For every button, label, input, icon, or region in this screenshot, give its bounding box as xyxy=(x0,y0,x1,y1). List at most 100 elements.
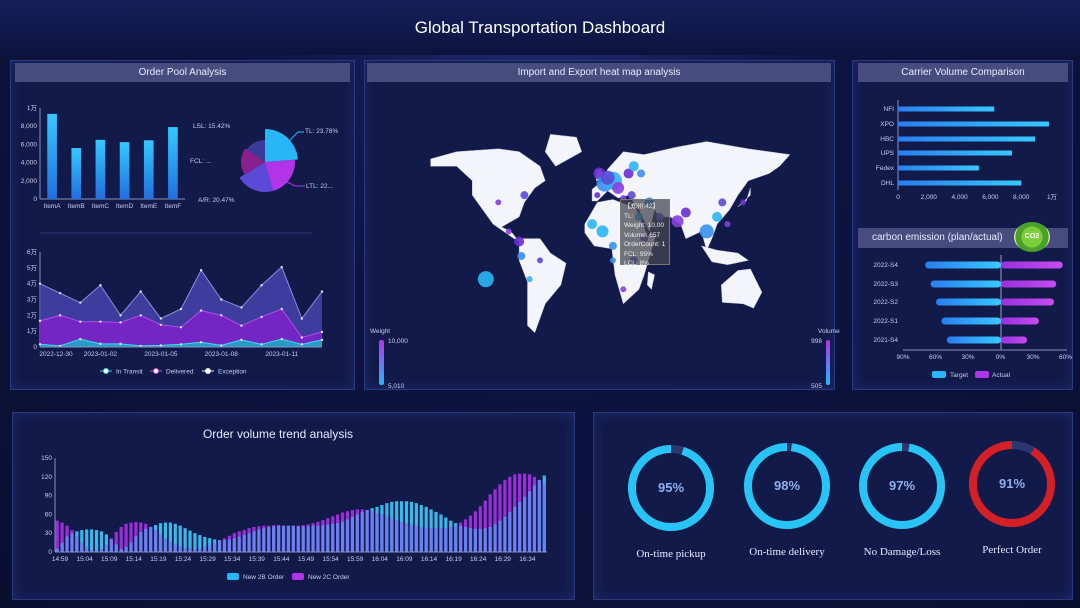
data-point xyxy=(159,317,163,320)
map-bubble[interactable] xyxy=(712,211,723,222)
tick-label: 15:39 xyxy=(249,556,266,563)
tick-label: 0 xyxy=(33,196,37,203)
bar-overlap xyxy=(227,539,231,552)
tooltip-line: OrderCount: 1 xyxy=(624,241,666,248)
tooltip-line: TL: xyxy=(624,212,634,220)
bar-overlap xyxy=(375,513,379,552)
map-bubble[interactable] xyxy=(699,224,714,239)
map-bubble[interactable] xyxy=(627,191,636,200)
map-bubble[interactable] xyxy=(628,161,639,172)
map-bubble[interactable] xyxy=(526,276,533,283)
bar-overlap xyxy=(345,519,350,552)
tick-label: 60 xyxy=(45,511,53,518)
bar-overlap xyxy=(513,506,517,552)
bar-overlap xyxy=(173,544,177,552)
bar-overlap xyxy=(493,524,497,552)
bar-overlap xyxy=(203,546,207,552)
tick-label: 15:19 xyxy=(150,556,167,563)
bar-overlap xyxy=(267,526,271,552)
map-bubble[interactable] xyxy=(724,221,731,228)
bar-overlap xyxy=(532,485,537,552)
tick-label: 8,000 xyxy=(21,123,38,130)
gauge-value: 97% xyxy=(889,478,915,493)
bar-overlap xyxy=(316,525,320,552)
area-in-transit xyxy=(40,339,322,347)
map-bubble[interactable] xyxy=(594,192,601,199)
pie-slice xyxy=(265,159,295,191)
bar-overlap xyxy=(444,527,448,552)
bar-overlap xyxy=(65,536,69,552)
gauge-label: Perfect Order xyxy=(982,544,1042,556)
data-point xyxy=(119,342,122,346)
tick-label: 2,000 xyxy=(921,194,938,201)
map-bubble[interactable] xyxy=(495,199,502,206)
weight-scale[interactable] xyxy=(379,340,384,385)
bar-overlap xyxy=(75,536,79,552)
map-bubble[interactable] xyxy=(514,236,525,247)
tick-label: 60% xyxy=(929,354,942,361)
legend-label: Exception xyxy=(218,369,247,376)
tick-label: ItemA xyxy=(44,203,62,210)
map-bubble[interactable] xyxy=(612,181,625,194)
volume-scale[interactable] xyxy=(826,340,830,385)
data-point xyxy=(240,338,243,342)
map-bubble[interactable] xyxy=(623,168,634,179)
tick-label: 5,010 xyxy=(388,383,405,390)
map-bubble[interactable] xyxy=(587,219,598,230)
tick-label: 15:04 xyxy=(76,556,93,563)
data-point xyxy=(199,309,203,312)
map-bubble[interactable] xyxy=(477,271,494,288)
data-point xyxy=(179,307,183,311)
target-bar xyxy=(930,280,1001,288)
map-bubble[interactable] xyxy=(609,257,616,264)
map-bubble[interactable] xyxy=(671,215,684,228)
map-bubble[interactable] xyxy=(520,191,529,200)
data-point xyxy=(220,344,223,347)
bar-ItemB xyxy=(71,148,82,199)
bar-Fedex xyxy=(898,165,979,171)
tick-label: 4万 xyxy=(27,280,38,288)
bar-2b xyxy=(188,530,192,552)
map-bubble[interactable] xyxy=(608,241,617,250)
bar-overlap xyxy=(306,526,310,552)
tick-label: 15:59 xyxy=(347,556,364,563)
map-bubble[interactable] xyxy=(600,170,615,185)
map-bubble[interactable] xyxy=(596,225,609,238)
pie-label: A/R: 20.47% xyxy=(198,197,235,204)
map-bubble[interactable] xyxy=(620,286,627,293)
bar-2c xyxy=(503,479,507,552)
bar-overlap xyxy=(355,514,359,552)
bar-2c xyxy=(114,531,118,552)
bar-2b xyxy=(193,533,197,552)
bar-2b xyxy=(99,531,104,552)
tick-label: 2021-S4 xyxy=(873,337,898,344)
data-point xyxy=(159,344,163,347)
data-point xyxy=(38,343,42,346)
map-bubble[interactable] xyxy=(740,199,747,206)
legend-marker xyxy=(205,368,211,374)
map-bubble[interactable] xyxy=(505,228,512,235)
bar-2b xyxy=(163,522,168,552)
data-point xyxy=(320,330,324,334)
pie-label: TL: 23.78% xyxy=(305,128,338,135)
bar-overlap xyxy=(60,542,64,552)
bar-DHL xyxy=(898,180,1022,186)
map-bubble[interactable] xyxy=(537,257,543,264)
bar-overlap xyxy=(252,531,256,552)
tick-label: 15:34 xyxy=(224,556,241,563)
tick-label: ItemE xyxy=(140,203,158,210)
bar-overlap xyxy=(237,536,241,552)
tick-label: 30 xyxy=(45,530,53,537)
map-bubble[interactable] xyxy=(718,198,727,207)
gauge-arc xyxy=(628,445,714,531)
data-point xyxy=(38,319,42,323)
map-bubble[interactable] xyxy=(680,207,691,218)
gauge-value: 98% xyxy=(774,478,800,493)
tick-label: 16:29 xyxy=(495,556,512,563)
map-bubble[interactable] xyxy=(637,169,646,178)
data-point xyxy=(99,284,102,287)
bar-overlap xyxy=(193,548,197,552)
map-bubble[interactable] xyxy=(517,252,526,260)
bar-overlap xyxy=(178,546,182,552)
target-bar xyxy=(946,336,1001,344)
